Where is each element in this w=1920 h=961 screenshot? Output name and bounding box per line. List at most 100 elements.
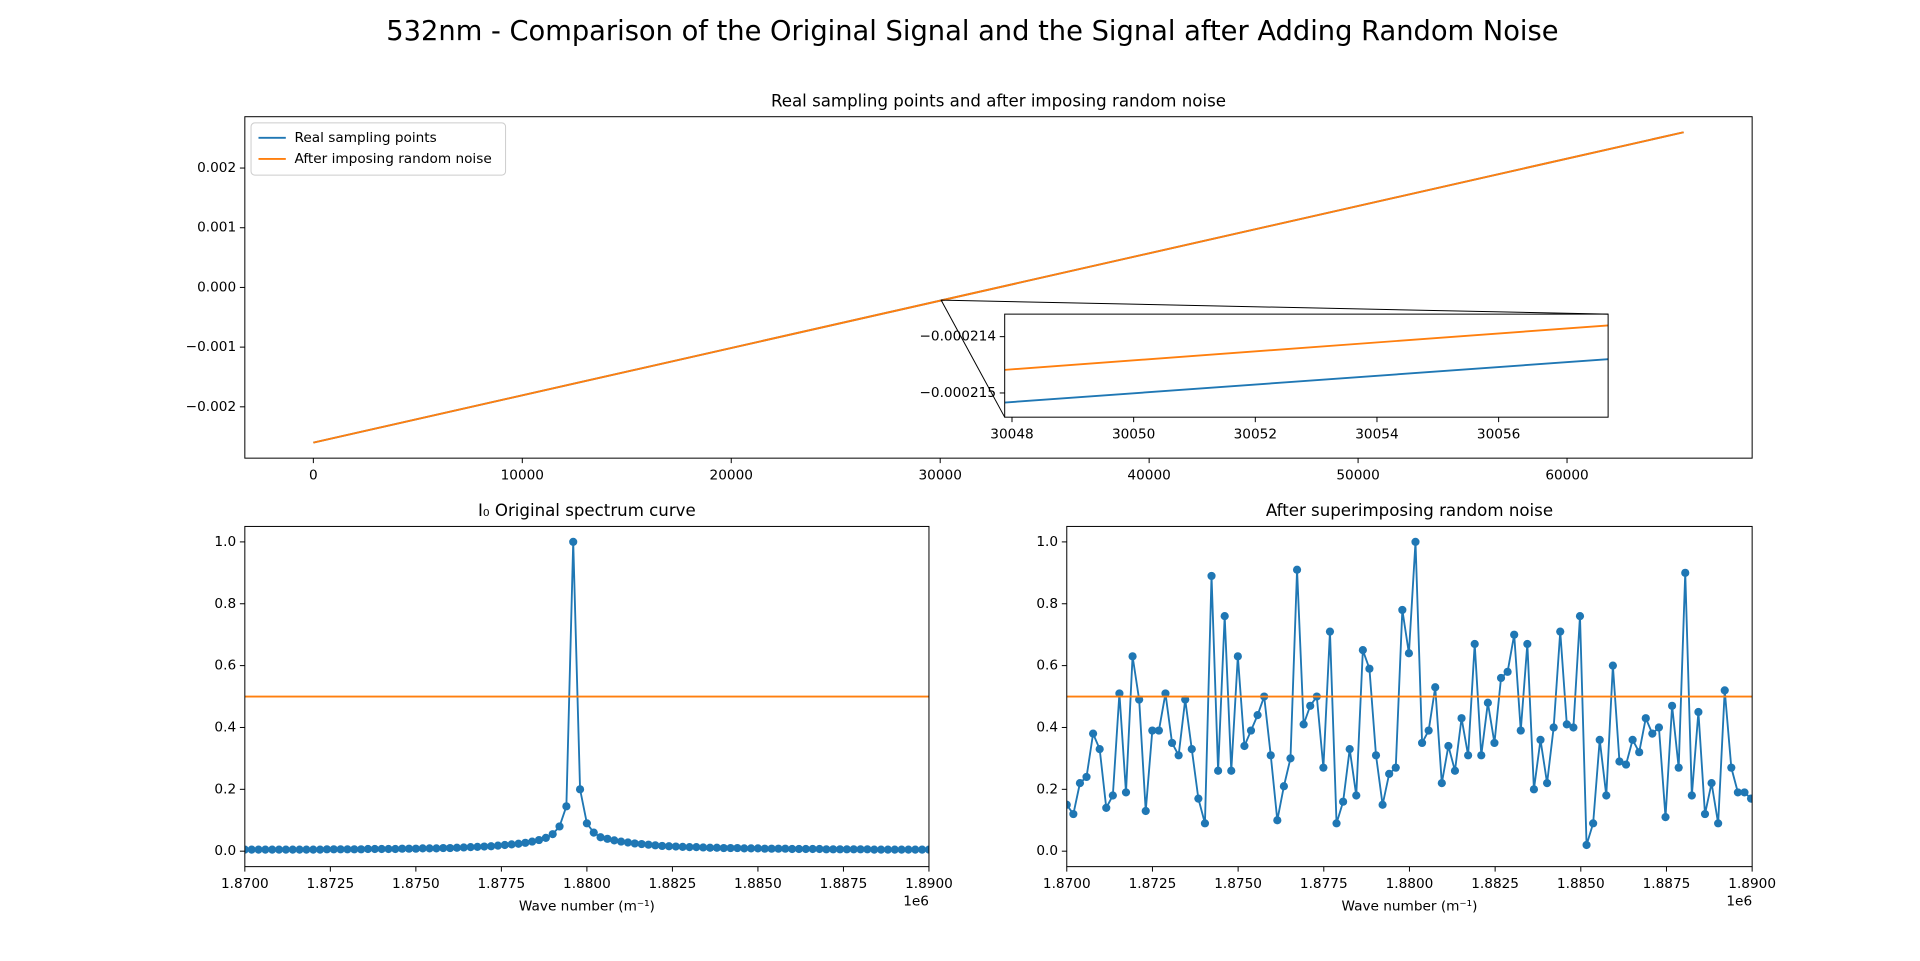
data-point [842,845,851,854]
data-point [904,845,913,854]
x-tick-label: 1.8800 [563,876,611,892]
data-point [315,845,325,854]
data-point [815,844,824,854]
data-point [692,843,701,852]
legend-label: After imposing random noise [295,151,492,167]
data-point [1115,689,1124,698]
data-point [671,842,680,851]
data-point [1694,707,1703,717]
data-point [1654,723,1664,732]
data-point [890,845,899,854]
data-point [1404,649,1414,658]
data-point [357,845,366,854]
data-point [1549,723,1558,732]
data-point [1220,612,1229,621]
x-tick-label: 1.8875 [820,876,868,892]
data-point [1385,769,1394,778]
series-line [313,131,1684,444]
data-point [1299,720,1308,729]
data-point [1088,729,1098,738]
y-tick-label: −0.000214 [919,329,996,345]
data-point [1477,751,1486,760]
data-point [664,842,674,851]
data-point [1635,748,1644,757]
data-point [1200,819,1210,828]
data-point [918,845,927,854]
data-point [794,844,804,854]
data-point [1621,760,1631,769]
data-point [1194,794,1203,803]
data-point [1562,720,1571,729]
x-tick-label: 50000 [1336,468,1379,484]
data-point [1615,757,1624,766]
data-point [466,843,475,852]
data-point [541,833,550,842]
data-point [767,844,776,853]
data-point [1714,819,1723,828]
data-point [801,844,810,854]
data-point [1128,652,1137,661]
data-point [1358,646,1367,655]
data-point [883,845,893,854]
data-point [1490,738,1499,748]
data-point [1108,791,1117,800]
data-point [555,822,564,831]
data-point [1496,673,1506,683]
data-point [1424,726,1433,735]
data-point [1727,763,1736,772]
data-point [1542,779,1552,788]
data-point [281,845,290,854]
data-point [1720,686,1729,695]
data-point [1457,714,1466,723]
data-point [309,845,318,854]
y-tick-label: 1.0 [1036,534,1058,550]
x-tick-label: 1.8800 [1386,876,1434,892]
x-tick-label: 1.8850 [1557,876,1605,892]
data-point [575,785,585,794]
data-point [617,837,626,846]
data-point [1325,627,1335,636]
data-point [788,844,797,854]
data-point [1608,661,1617,670]
data-point [329,845,338,854]
x-tick-label: 10000 [501,468,544,484]
data-point [760,844,769,853]
data-point [1444,741,1453,751]
data-point [1733,788,1742,797]
x-tick-label: 1.8775 [1300,876,1348,892]
y-tick-label: 0.001 [197,220,236,236]
data-point [1069,809,1078,819]
data-point [363,844,373,854]
data-point [439,843,448,853]
data-point [1523,639,1532,649]
data-point [1681,568,1690,577]
series-line [1004,358,1609,404]
data-point [897,845,906,854]
x-tick-label: 1.8825 [649,876,697,892]
data-point [274,845,284,854]
data-point [1470,639,1479,649]
data-point [1687,791,1696,800]
data-point [1516,726,1525,735]
data-point [863,845,872,854]
data-point [1398,605,1407,615]
plot-area [244,537,929,854]
axes: 1.8700 1.8725 1.8750 1.8775 1.8800 1.8825 1.88… [1036,501,1776,914]
x-tick-label: 1.8750 [1214,876,1262,892]
axes-frame [244,116,1753,459]
x-tick-label: 60000 [1545,468,1588,484]
data-point [1066,800,1071,809]
x-tick-label: 1.8700 [221,876,269,892]
data-point [1141,806,1150,816]
data-point [1253,710,1262,720]
data-point [1707,779,1716,788]
data-point [699,843,708,852]
axes: 30048 30050 30052 30054 30056 −0.000215 −0.000… [919,313,1609,443]
data-point [1746,794,1753,803]
x-tick-label: 30050 [1112,427,1155,443]
data-point [1207,571,1216,581]
data-point [302,845,311,854]
data-point [726,843,735,853]
x-offset-label: 1e6 [903,893,929,909]
